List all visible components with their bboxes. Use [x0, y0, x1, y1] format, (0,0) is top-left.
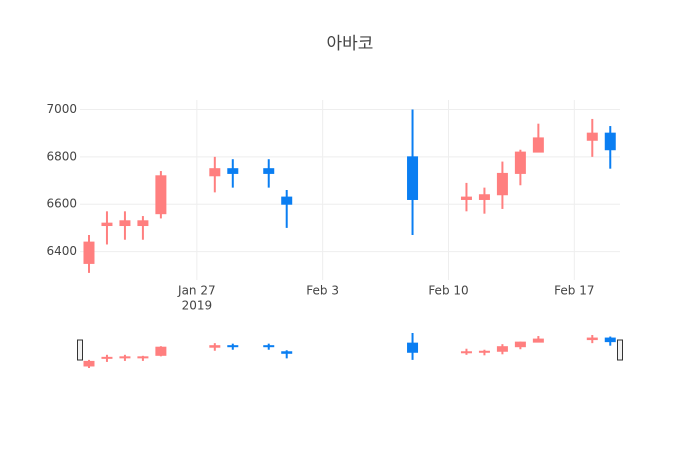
candle-body — [209, 168, 221, 177]
candles — [83, 109, 616, 273]
chart-title: 아바코 — [327, 34, 374, 54]
candle-body — [155, 346, 167, 356]
x-tick-label: Feb 10 — [428, 284, 468, 298]
range-slider[interactable] — [77, 333, 623, 368]
candle-body — [514, 151, 526, 174]
candle-body — [227, 345, 239, 348]
candle-body — [101, 222, 113, 227]
candle-body — [532, 338, 544, 343]
x-year-label: 2019 — [182, 299, 213, 313]
candle-body — [407, 156, 419, 200]
candle-body — [263, 345, 275, 348]
candle-body — [137, 356, 149, 359]
x-tick-label: Jan 27 — [177, 284, 216, 298]
y-tick-label: 6400 — [46, 244, 77, 258]
candle-body — [83, 360, 95, 367]
x-tick-label: Feb 3 — [306, 284, 339, 298]
candle-body — [407, 342, 419, 353]
candle-body — [263, 168, 275, 174]
candle-body — [496, 346, 508, 352]
candle-body — [460, 196, 472, 200]
candle-body — [514, 341, 526, 348]
x-tick-label: Feb 17 — [554, 284, 594, 298]
candle-body — [83, 241, 95, 264]
candle-body — [586, 337, 598, 341]
candle-body — [604, 132, 616, 151]
y-tick-label: 6600 — [46, 197, 77, 211]
candle-body — [532, 137, 544, 153]
y-tick-label: 6800 — [46, 149, 77, 163]
candle-body — [227, 168, 239, 174]
candle-body — [604, 337, 616, 343]
candle-body — [119, 220, 131, 227]
candle-body — [281, 196, 293, 205]
candle-body — [209, 345, 221, 348]
candle-body — [478, 194, 490, 200]
candle-body — [478, 350, 490, 353]
candle-body — [281, 351, 293, 354]
candle-body — [460, 351, 472, 354]
candle-body — [496, 172, 508, 196]
y-tick-label: 7000 — [46, 102, 77, 116]
candle-body — [137, 220, 149, 227]
candle-body — [119, 356, 131, 359]
candle-body — [155, 175, 167, 215]
candle-body — [586, 132, 598, 141]
slider-handle[interactable] — [617, 339, 623, 361]
candle-body — [101, 356, 113, 359]
slider-handle[interactable] — [77, 339, 83, 361]
